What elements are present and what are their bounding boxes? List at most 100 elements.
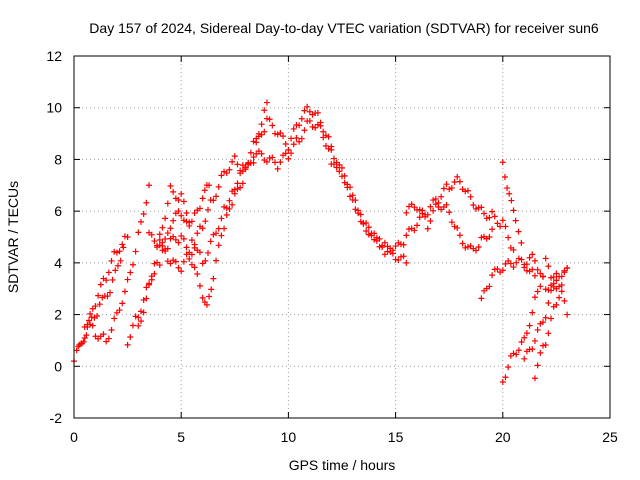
data-point xyxy=(129,322,136,329)
x-tick-label: 15 xyxy=(388,429,404,445)
data-point xyxy=(397,253,404,260)
data-point xyxy=(510,207,517,214)
y-tick-label: 8 xyxy=(54,151,62,167)
data-point xyxy=(103,277,110,284)
data-point xyxy=(269,122,276,129)
data-point xyxy=(94,312,101,319)
data-point xyxy=(384,243,391,250)
data-point xyxy=(290,125,297,132)
data-point xyxy=(199,225,206,232)
series-track-a xyxy=(71,233,131,365)
data-point xyxy=(258,150,265,157)
data-point xyxy=(111,315,118,322)
data-point xyxy=(521,261,528,268)
data-point xyxy=(526,254,533,261)
data-point xyxy=(507,260,514,267)
data-point xyxy=(416,214,423,221)
data-point xyxy=(263,158,270,165)
series-track-e xyxy=(135,99,270,329)
data-point xyxy=(317,122,324,129)
data-point xyxy=(104,293,111,300)
data-point xyxy=(422,213,429,220)
data-point xyxy=(309,123,316,130)
chart-title: Day 157 of 2024, Sidereal Day-to-day VTE… xyxy=(89,20,599,36)
data-point xyxy=(266,116,273,123)
data-point xyxy=(529,346,536,353)
data-point xyxy=(83,332,90,339)
data-point xyxy=(440,185,447,192)
data-point xyxy=(170,188,177,195)
data-point xyxy=(352,206,359,213)
data-point xyxy=(116,307,123,314)
data-point xyxy=(285,146,292,153)
data-point xyxy=(218,232,225,239)
data-point xyxy=(124,276,131,283)
data-point xyxy=(159,239,166,246)
data-point xyxy=(108,327,115,334)
data-point xyxy=(132,313,139,320)
data-point xyxy=(336,161,343,168)
data-point xyxy=(87,310,94,317)
data-point xyxy=(501,174,508,181)
data-point xyxy=(521,334,528,341)
data-point xyxy=(553,301,560,308)
data-point xyxy=(146,281,153,288)
data-point xyxy=(427,217,434,224)
data-point xyxy=(167,225,174,232)
data-point xyxy=(515,255,522,262)
data-point xyxy=(96,301,103,308)
data-point xyxy=(95,292,102,299)
data-point xyxy=(205,249,211,256)
data-point xyxy=(113,309,120,316)
data-point xyxy=(408,201,415,208)
y-tick-label: 2 xyxy=(54,307,62,323)
series-track-l xyxy=(499,255,560,386)
data-point xyxy=(518,256,525,263)
data-point xyxy=(138,308,144,315)
data-point xyxy=(301,127,308,134)
data-point xyxy=(400,241,407,248)
data-point xyxy=(86,317,93,324)
data-point xyxy=(116,248,123,255)
data-point xyxy=(427,203,434,210)
data-point xyxy=(314,121,321,128)
data-point xyxy=(545,263,552,270)
data-point xyxy=(448,184,455,191)
data-point xyxy=(201,187,208,194)
y-tick-label: 4 xyxy=(54,255,62,271)
data-series xyxy=(71,99,571,386)
data-point xyxy=(196,205,203,212)
data-point xyxy=(548,287,555,294)
data-point xyxy=(505,234,512,241)
data-point xyxy=(175,197,182,203)
data-point xyxy=(124,341,131,348)
data-point xyxy=(120,244,127,251)
data-point xyxy=(293,134,300,141)
data-point xyxy=(470,201,477,208)
x-tick-label: 5 xyxy=(177,429,185,445)
data-point xyxy=(151,238,158,245)
data-point xyxy=(504,185,511,192)
data-point xyxy=(325,145,332,152)
data-point xyxy=(89,322,96,329)
data-point xyxy=(290,141,297,148)
data-point xyxy=(250,138,257,145)
data-point xyxy=(502,260,509,267)
data-point xyxy=(172,258,179,265)
data-point xyxy=(111,248,118,255)
data-point xyxy=(347,184,354,191)
data-point xyxy=(203,301,210,308)
data-point xyxy=(167,183,174,190)
data-point xyxy=(489,226,496,233)
data-point xyxy=(320,128,327,135)
data-point xyxy=(215,225,222,232)
axis-ticks: 0 5 10 15 20 25 -2 0 2 4 6 8 10 12 xyxy=(46,48,618,445)
data-point xyxy=(156,236,163,243)
data-point xyxy=(206,182,213,189)
data-point xyxy=(451,223,458,230)
data-point xyxy=(513,351,520,358)
data-point xyxy=(229,201,236,208)
data-point xyxy=(424,225,431,232)
data-point xyxy=(322,142,329,149)
data-point xyxy=(151,270,158,277)
